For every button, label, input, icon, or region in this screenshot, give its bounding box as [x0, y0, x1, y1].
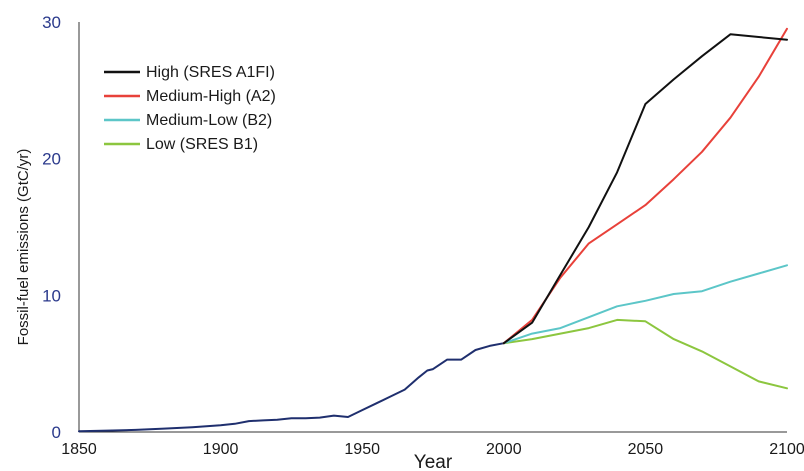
x-tick-label: 1950 — [344, 441, 380, 458]
series-line-1 — [502, 27, 788, 345]
x-tick-label: 2100 — [769, 441, 804, 458]
legend: High (SRES A1FI) Medium-High (A2) Medium-L… — [104, 64, 276, 153]
x-axis-label: Year — [414, 452, 453, 471]
x-tick-label: 2000 — [486, 441, 522, 458]
legend-label: High (SRES A1FI) — [146, 64, 275, 81]
legend-label: Medium-Low (B2) — [146, 112, 272, 129]
y-tick-label: 10 — [42, 286, 61, 305]
x-tick-labels: 1850 1900 1950 2000 2050 2100 — [61, 441, 804, 458]
x-tick-label: 1900 — [203, 441, 239, 458]
x-tick-label: 1850 — [61, 441, 97, 458]
series-line-0 — [502, 33, 788, 345]
x-tick-label: 2050 — [628, 441, 664, 458]
series-line-2 — [502, 264, 788, 345]
chart-axes — [78, 22, 787, 433]
y-tick-label: 30 — [42, 13, 61, 32]
series-lines — [78, 27, 788, 433]
historical-line — [78, 342, 505, 433]
legend-label: Medium-High (A2) — [146, 88, 276, 105]
y-tick-label: 20 — [42, 150, 61, 169]
y-tick-label: 0 — [52, 423, 61, 442]
y-axis-label: Fossil-fuel emissions (GtC/yr) — [15, 149, 32, 346]
y-tick-labels: 0 10 20 30 — [42, 13, 61, 442]
series-line-3 — [502, 318, 788, 390]
legend-label: Low (SRES B1) — [146, 136, 258, 153]
